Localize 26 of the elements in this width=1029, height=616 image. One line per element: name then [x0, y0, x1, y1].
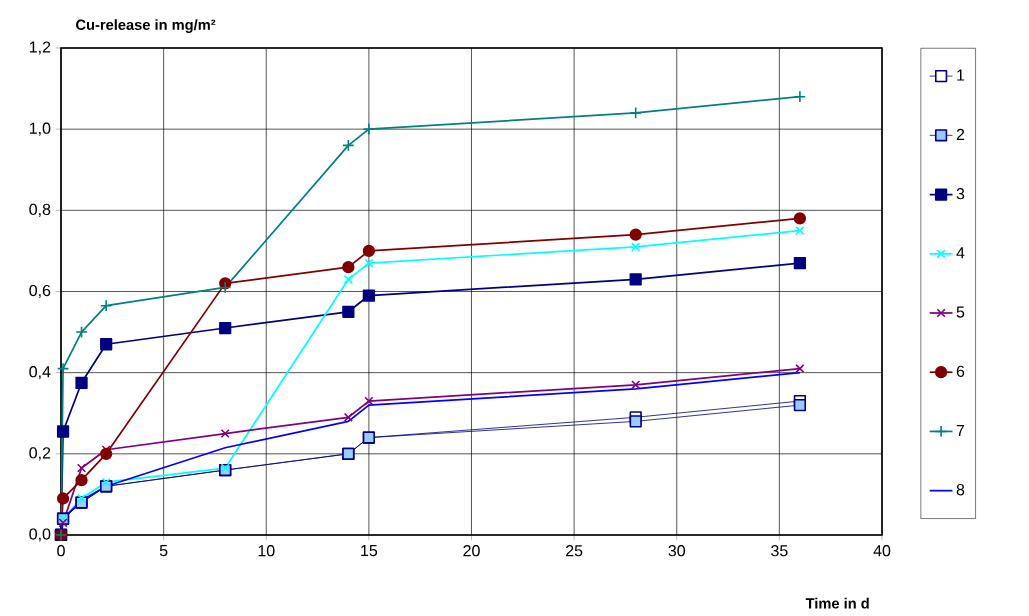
legend-label: 5	[956, 306, 965, 318]
x-tick-label: 10	[258, 545, 275, 557]
legend-label: 7	[956, 424, 965, 436]
legend-label: 2	[956, 128, 965, 140]
x-tick-label: 20	[463, 545, 480, 557]
x-axis-title: Time in d	[805, 597, 869, 609]
y-tick-label: 0,6	[29, 284, 51, 299]
y-tick-label: 0,4	[29, 366, 51, 380]
x-tick-label: 5	[159, 545, 168, 557]
x-tick-label: 25	[566, 545, 583, 557]
y-tick-label: 0,2	[29, 447, 51, 461]
x-tick-label: 40	[873, 545, 891, 557]
x-tick-label: 0	[57, 545, 65, 557]
legend-label: 6	[956, 365, 965, 377]
x-tick-label: 30	[668, 545, 686, 557]
y-tick-label: 1,0	[29, 122, 51, 136]
y-tick-label: 0,0	[29, 528, 51, 542]
legend-label: 1	[957, 69, 965, 81]
legend-label: 8	[956, 484, 965, 496]
x-tick-label: 15	[361, 545, 378, 557]
x-tick-label: 35	[771, 545, 788, 557]
legend-label: 4	[956, 247, 965, 259]
y-axis-title: Cu-release in mg/m²	[76, 19, 216, 33]
legend-label: 3	[956, 188, 965, 200]
y-tick-label: 1,2	[29, 41, 51, 55]
y-tick-label: 0,8	[29, 203, 51, 217]
